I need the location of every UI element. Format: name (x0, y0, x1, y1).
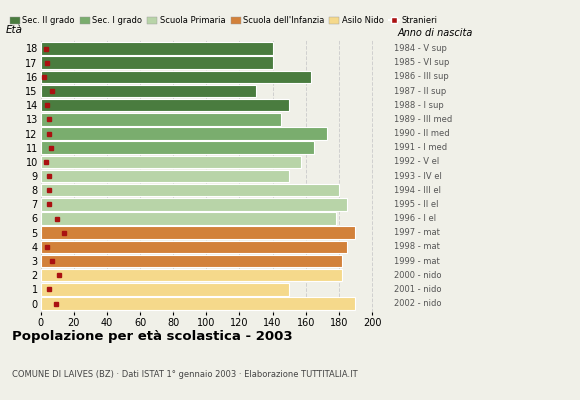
Text: 2002 - nido: 2002 - nido (394, 299, 442, 308)
Text: 1987 - II sup: 1987 - II sup (394, 86, 447, 96)
Text: 1997 - mat: 1997 - mat (394, 228, 440, 237)
Bar (41, 198, 347, 210)
Bar (41, 99, 289, 112)
Bar (41, 283, 289, 296)
Text: 1990 - II med: 1990 - II med (394, 129, 450, 138)
Text: 1995 - II el: 1995 - II el (394, 200, 439, 209)
Bar (41, 212, 336, 225)
Text: 1998 - mat: 1998 - mat (394, 242, 440, 251)
Bar (41, 170, 289, 182)
Text: 2001 - nido: 2001 - nido (394, 285, 442, 294)
Legend: Sec. II grado, Sec. I grado, Scuola Primaria, Scuola dell'Infanzia, Asilo Nido, : Sec. II grado, Sec. I grado, Scuola Prim… (10, 16, 437, 25)
Bar (41, 142, 314, 154)
Text: COMUNE DI LAIVES (BZ) · Dati ISTAT 1° gennaio 2003 · Elaborazione TUTTITALIA.IT: COMUNE DI LAIVES (BZ) · Dati ISTAT 1° ge… (12, 370, 357, 379)
Bar (41, 127, 327, 140)
Text: 1994 - III el: 1994 - III el (394, 186, 441, 195)
Text: 1985 - VI sup: 1985 - VI sup (394, 58, 450, 67)
Text: 1992 - V el: 1992 - V el (394, 157, 440, 166)
Bar (41, 42, 273, 55)
Text: Età: Età (6, 24, 23, 34)
Text: Anno di nascita: Anno di nascita (397, 28, 473, 38)
Text: 1989 - III med: 1989 - III med (394, 115, 452, 124)
Bar (41, 226, 356, 239)
Text: 1988 - I sup: 1988 - I sup (394, 101, 444, 110)
Text: 1991 - I med: 1991 - I med (394, 143, 448, 152)
Bar (41, 184, 339, 196)
Text: Popolazione per età scolastica - 2003: Popolazione per età scolastica - 2003 (12, 330, 292, 343)
Text: 1984 - V sup: 1984 - V sup (394, 44, 447, 53)
Text: 1986 - III sup: 1986 - III sup (394, 72, 449, 81)
Text: 1999 - mat: 1999 - mat (394, 256, 440, 266)
Bar (41, 255, 342, 267)
Bar (41, 70, 311, 83)
Bar (41, 240, 347, 253)
Bar (41, 156, 301, 168)
Text: 1993 - IV el: 1993 - IV el (394, 172, 443, 180)
Bar (41, 269, 342, 282)
Text: 1996 - I el: 1996 - I el (394, 214, 437, 223)
Bar (41, 297, 356, 310)
Bar (41, 56, 273, 69)
Text: 2000 - nido: 2000 - nido (394, 271, 442, 280)
Bar (41, 85, 256, 97)
Bar (41, 113, 281, 126)
